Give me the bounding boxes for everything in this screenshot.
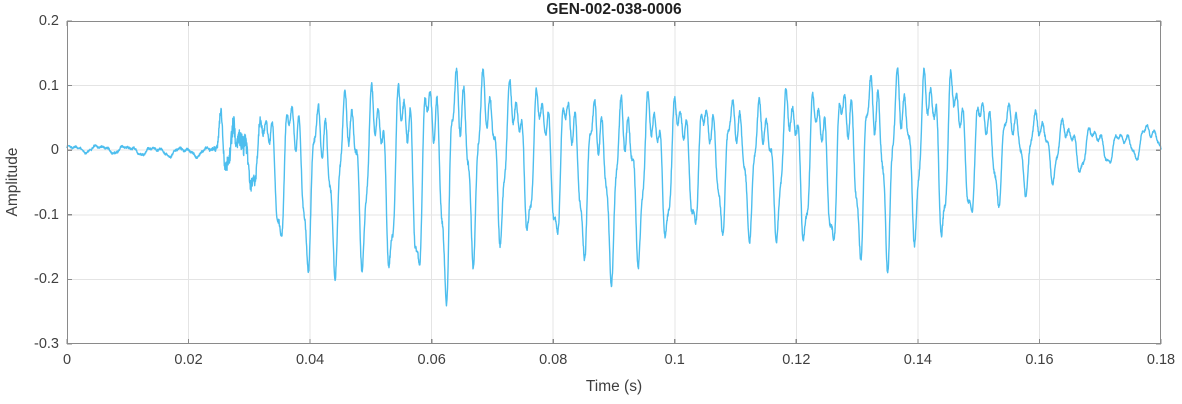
axes-box — [66, 20, 1162, 345]
y-tick-label: -0.2 — [34, 271, 59, 288]
x-tick-label: 0.08 — [539, 352, 568, 368]
x-axis-label: Time (s) — [585, 378, 643, 395]
chart-title: GEN-002-038-0006 — [546, 1, 682, 18]
x-tick-label: 0.06 — [417, 352, 446, 368]
y-tick-label: -0.1 — [34, 206, 59, 223]
x-tick-label: 0.1 — [664, 352, 685, 368]
y-tick-label: -0.3 — [34, 336, 59, 352]
x-tick-label: 0.14 — [903, 352, 932, 368]
y-tick-label: 0.1 — [38, 77, 59, 94]
x-tick-label: 0 — [62, 352, 72, 368]
x-tick-label: 0.18 — [1146, 352, 1176, 368]
x-tick-label: 0.04 — [295, 352, 325, 368]
x-tick-label: 0.16 — [1025, 352, 1054, 368]
x-tick-label: 0.02 — [174, 352, 203, 368]
x-tick-label: 0.12 — [782, 352, 811, 368]
waveform-path — [66, 67, 1162, 307]
y-tick-label: 0.2 — [38, 13, 59, 29]
y-tick-label: 0 — [50, 142, 59, 159]
